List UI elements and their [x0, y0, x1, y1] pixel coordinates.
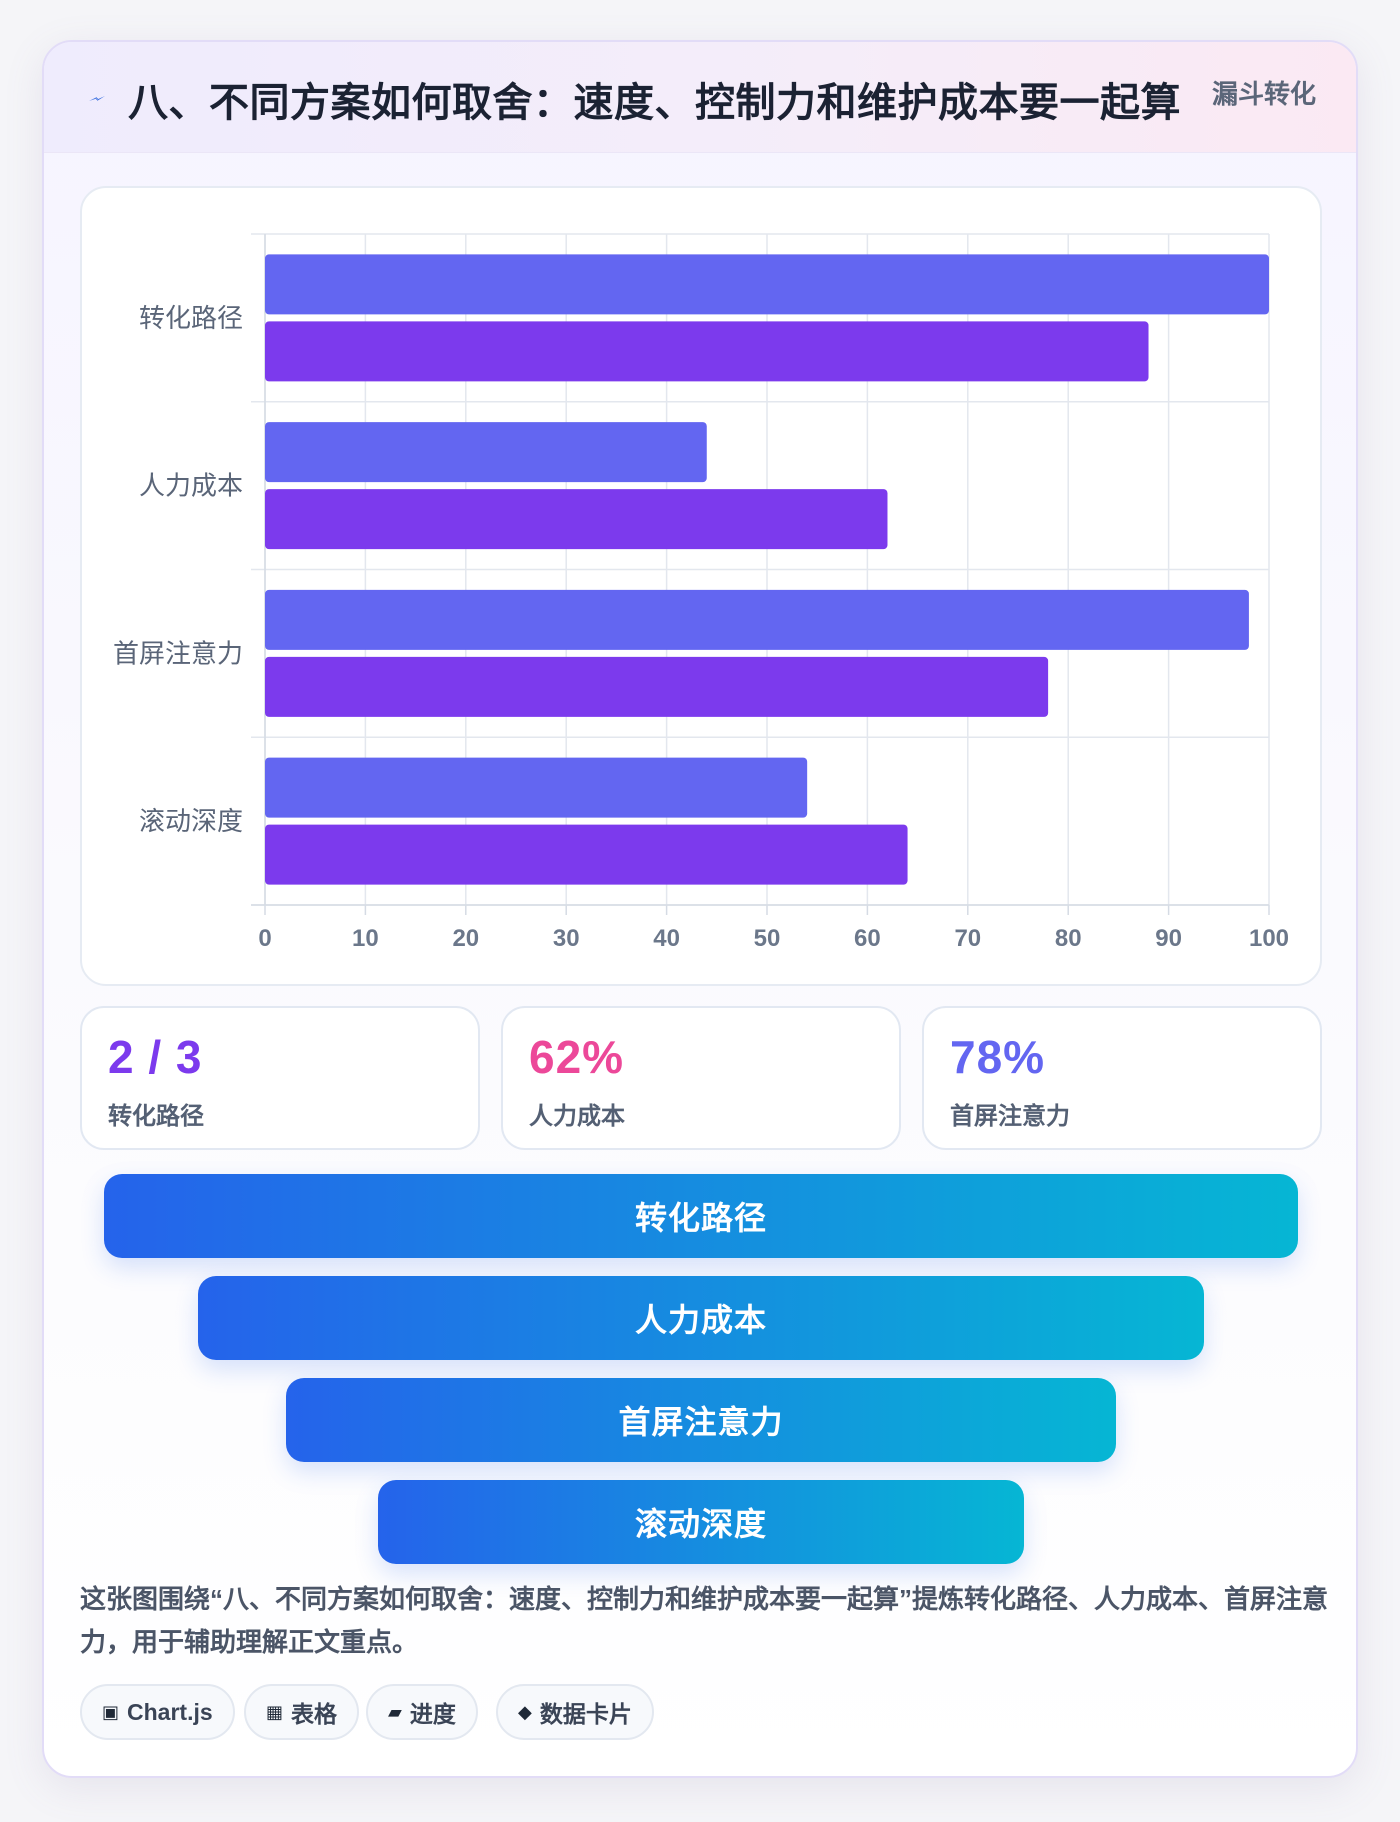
stat-card: 62% 人力成本 — [501, 1006, 901, 1150]
chip-label: Chart.js — [127, 1698, 213, 1725]
bar-series-2 — [265, 489, 888, 550]
page-title: 八、不同方案如何取舍：速度、控制力和维护成本要一起算 — [128, 81, 1181, 125]
chip-label: 表格 — [291, 1701, 338, 1727]
x-tick-label: 10 — [352, 925, 379, 952]
stat-label: 人力成本 — [529, 1103, 625, 1130]
x-tick-label: 50 — [754, 925, 781, 952]
header-tag: 漏斗转化 — [1211, 79, 1316, 109]
x-tick-label: 80 — [1055, 925, 1082, 952]
y-category-label: 滚动深度 — [139, 806, 243, 836]
y-category-label: 首屏注意力 — [113, 638, 243, 668]
chip-table[interactable]: ▦ 表格 — [244, 1684, 360, 1740]
bar-series-1 — [265, 757, 808, 818]
card-header: 八、不同方案如何取舍：速度、控制力和维护成本要一起算 漏斗转化 — [44, 42, 1356, 153]
bar-series-2 — [265, 656, 1049, 717]
stat-label: 首屏注意力 — [950, 1103, 1070, 1130]
table-icon: ▦ — [266, 1701, 284, 1722]
bar-chart: 0 10 20 30 40 50 60 70 80 90 100 转化路径人力成本首屏注意力滚动深度 — [80, 186, 1322, 986]
x-tick-label: 70 — [954, 925, 981, 952]
bar-series-1 — [265, 254, 1269, 315]
stat-value: 62% — [529, 1031, 625, 1083]
x-tick-label: 40 — [653, 925, 680, 952]
funnel-step: 首屏注意力 — [286, 1378, 1116, 1462]
chip-label: 进度 — [409, 1701, 456, 1727]
bar-series-2 — [265, 321, 1149, 382]
chip-label: 数据卡片 — [539, 1701, 632, 1727]
stat-card: 2 / 3 转化路径 — [80, 1006, 480, 1150]
y-category-label: 转化路径 — [139, 303, 243, 333]
x-tick-label: 0 — [258, 925, 271, 952]
x-tick-label: 20 — [452, 925, 479, 952]
diamond-icon: ◆ — [518, 1701, 532, 1722]
bar-series-2 — [265, 824, 908, 885]
chip-progress[interactable]: ▰ 进度 — [366, 1684, 478, 1740]
y-category-label: 人力成本 — [139, 471, 243, 501]
stat-cards: 2 / 3 转化路径 62% 人力成本 78% 首屏注意力 — [80, 1006, 1322, 1150]
x-tick-label: 100 — [1249, 925, 1289, 952]
x-tick-label: 90 — [1155, 925, 1182, 952]
stat-label: 转化路径 — [108, 1103, 204, 1130]
x-tick-label: 30 — [553, 925, 580, 952]
lightning-bolt-icon — [89, 96, 105, 101]
stat-card: 78% 首屏注意力 — [922, 1006, 1322, 1150]
funnel-step: 转化路径 — [104, 1174, 1298, 1258]
figure-card: 八、不同方案如何取舍：速度、控制力和维护成本要一起算 漏斗转化 0 10 20 30 4… — [42, 40, 1358, 1778]
progress-icon: ▰ — [388, 1701, 402, 1722]
x-tick-label: 60 — [854, 925, 881, 952]
chip-data-card[interactable]: ◆ 数据卡片 — [496, 1684, 654, 1740]
figure-description: 这张图围绕“八、不同方案如何取舍：速度、控制力和维护成本要一起算”提炼转化路径、… — [80, 1584, 1329, 1657]
stat-value: 2 / 3 — [108, 1031, 203, 1083]
chip-chartjs[interactable]: ▣ Chart.js — [80, 1684, 235, 1740]
bar-series-1 — [265, 589, 1249, 650]
chart-icon: ▣ — [102, 1701, 120, 1722]
funnel-step: 滚动深度 — [378, 1480, 1024, 1564]
stat-value: 78% — [950, 1031, 1046, 1083]
bar-series-1 — [265, 422, 707, 483]
funnel-step: 人力成本 — [198, 1276, 1204, 1360]
